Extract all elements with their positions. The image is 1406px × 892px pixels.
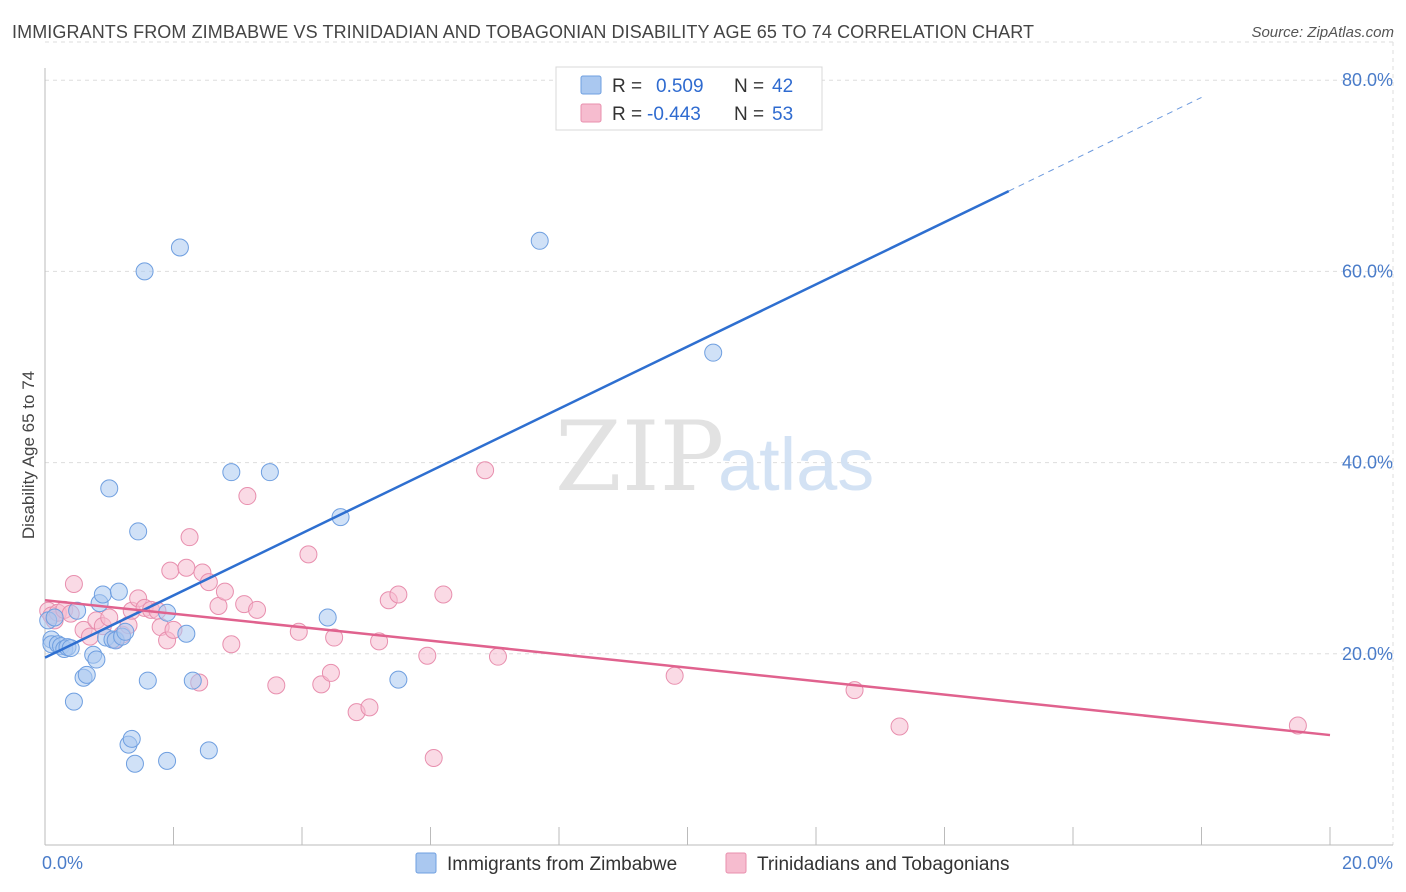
x-tick-label: 20.0% — [1342, 853, 1393, 873]
trend-line-zimbabwe-extension — [1008, 96, 1202, 192]
data-point-zimbabwe — [318, 608, 337, 627]
tick-labels: 20.0% 40.0% 60.0% 80.0% 0.0% 20.0% — [42, 70, 1393, 873]
data-point-trinidadian — [360, 698, 379, 717]
data-point-zimbabwe — [704, 343, 723, 362]
data-point-zimbabwe — [129, 522, 148, 541]
trend-lines — [44, 96, 1331, 737]
y-tick-label: 20.0% — [1342, 644, 1393, 664]
trend-line-zimbabwe — [44, 189, 1010, 659]
data-point-zimbabwe — [138, 671, 157, 690]
data-point-trinidadian — [215, 582, 234, 601]
data-point-zimbabwe — [199, 741, 218, 760]
data-point-zimbabwe — [260, 463, 279, 482]
data-point-trinidadian — [64, 575, 83, 594]
trend-line-trinidadian — [44, 599, 1331, 737]
legend-r-value-2: -0.443 — [647, 104, 701, 125]
data-point-zimbabwe — [109, 582, 128, 601]
legend-swatch-blue — [580, 75, 602, 95]
data-point-zimbabwe — [177, 624, 196, 643]
data-point-zimbabwe — [530, 231, 549, 250]
stats-legend: R = 0.509 N = 42 R = -0.443 N = 53 — [555, 66, 823, 131]
legend-n-label-2: N = — [734, 104, 764, 125]
data-point-trinidadian — [389, 585, 408, 604]
data-point-trinidadian — [248, 600, 267, 619]
data-point-zimbabwe — [87, 650, 106, 669]
data-point-zimbabwe — [125, 754, 144, 773]
data-point-trinidadian — [1288, 716, 1307, 735]
data-point-zimbabwe — [100, 479, 119, 498]
bottom-legend-swatch-blue — [415, 852, 437, 874]
bottom-legend-swatch-pink — [725, 852, 747, 874]
data-point-trinidadian — [222, 635, 241, 654]
data-point-trinidadian — [890, 717, 909, 736]
data-point-zimbabwe — [77, 665, 96, 684]
legend-r-label-2: R = — [612, 104, 642, 125]
legend-n-value-2: 53 — [772, 104, 793, 125]
data-point-zimbabwe — [45, 608, 64, 627]
data-point-trinidadian — [238, 487, 257, 506]
data-point-trinidadian — [418, 646, 437, 665]
data-point-trinidadian — [321, 663, 340, 682]
grid — [45, 41, 1394, 845]
data-point-trinidadian — [476, 461, 495, 480]
data-point-zimbabwe — [116, 622, 135, 641]
legend-r-label-1: R = — [612, 76, 642, 97]
data-point-trinidadian — [665, 666, 684, 685]
y-axis-label: Disability Age 65 to 74 — [19, 371, 38, 539]
data-point-trinidadian — [424, 749, 443, 768]
bottom-legend-label-1: Immigrants from Zimbabwe — [447, 854, 677, 875]
data-point-zimbabwe — [122, 729, 141, 748]
data-point-zimbabwe — [68, 601, 87, 620]
data-point-trinidadian — [180, 528, 199, 547]
data-point-zimbabwe — [222, 463, 241, 482]
data-point-zimbabwe — [93, 585, 112, 604]
bottom-legend-label-2: Trinidadians and Tobagonians — [757, 854, 1009, 875]
data-point-trinidadian — [488, 647, 507, 666]
y-tick-label: 80.0% — [1342, 70, 1393, 90]
series-legend: Immigrants from Zimbabwe Trinidadians an… — [415, 852, 1009, 875]
chart-title: IMMIGRANTS FROM ZIMBABWE VS TRINIDADIAN … — [12, 22, 1035, 42]
legend-n-label-1: N = — [734, 76, 764, 97]
y-tick-label: 60.0% — [1342, 261, 1393, 281]
data-point-trinidadian — [434, 585, 453, 604]
legend-r-value-1: 0.509 — [656, 76, 704, 97]
legend-swatch-pink — [580, 103, 602, 123]
source-label: Source: ZipAtlas.com — [1251, 24, 1394, 41]
data-point-zimbabwe — [389, 670, 408, 689]
watermark-atlas: atlas — [718, 423, 874, 506]
data-point-trinidadian — [177, 558, 196, 577]
axes — [44, 68, 1393, 846]
data-point-trinidadian — [161, 561, 180, 580]
data-point-trinidadian — [299, 545, 318, 564]
legend-n-value-1: 42 — [772, 76, 793, 97]
data-point-trinidadian — [370, 632, 389, 651]
y-tick-label: 40.0% — [1342, 453, 1393, 473]
data-point-zimbabwe — [135, 262, 154, 281]
data-point-trinidadian — [267, 676, 286, 695]
data-point-zimbabwe — [183, 671, 202, 690]
data-point-zimbabwe — [170, 238, 189, 257]
data-point-zimbabwe — [64, 692, 83, 711]
x-tick-label: 0.0% — [42, 853, 83, 873]
data-point-trinidadian — [325, 628, 344, 647]
data-point-trinidadian — [312, 675, 331, 694]
watermark-zip: ZIP — [555, 401, 724, 513]
data-point-zimbabwe — [158, 751, 177, 770]
